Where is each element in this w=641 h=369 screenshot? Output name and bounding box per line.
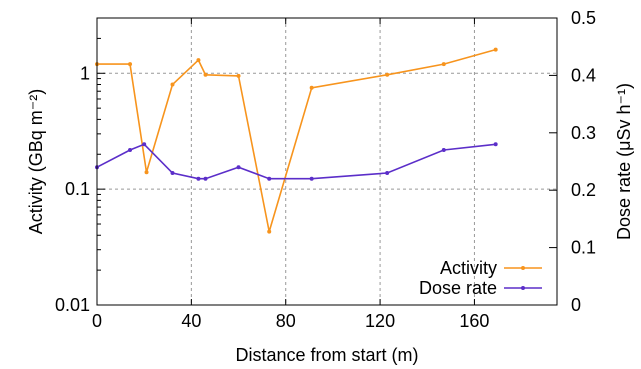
right-y-axis-title: Dose rate (μSv h⁻¹): [614, 83, 634, 240]
series-2-point: [203, 176, 208, 181]
legend-marker: [521, 266, 525, 270]
plot-frame: [96, 17, 558, 306]
right-y-tick-label: 0.3: [571, 123, 596, 143]
series-1-point: [493, 47, 498, 52]
series-2-point: [493, 142, 498, 147]
series-1-point: [128, 62, 133, 67]
series-2-point: [267, 176, 272, 181]
series-1-point: [144, 170, 149, 175]
grid: [97, 18, 557, 305]
series-2-point: [128, 148, 133, 153]
series-2-point: [142, 142, 147, 147]
legend-label: Activity: [440, 258, 497, 278]
right-y-tick-label: 0.2: [571, 180, 596, 200]
series-1-point: [203, 72, 208, 77]
series-1-point: [236, 73, 241, 78]
series-1-point: [385, 72, 390, 77]
series-layer: [95, 47, 498, 234]
left-y-axis-title: Activity (GBq m⁻²): [26, 89, 46, 235]
right-y-tick-label: 0.1: [571, 238, 596, 258]
series-2-point: [196, 176, 201, 181]
series-2-point: [236, 165, 241, 170]
x-axis-title: Distance from start (m): [235, 345, 418, 365]
x-tick-label: 0: [92, 311, 102, 331]
x-tick-label: 160: [459, 311, 489, 331]
series-line-1: [97, 48, 496, 232]
right-y-tick-label: 0.4: [571, 65, 596, 85]
x-tick-label: 120: [365, 311, 395, 331]
series-1-point: [309, 85, 314, 90]
left-y-tick-label: 1: [80, 63, 90, 83]
ticks-layer: 0 40 80 120 160 0.01 0.1 1 0 0.1 0.2 0.3 0.4 0.5: [55, 8, 596, 331]
series-2-point: [385, 170, 390, 175]
x-tick-label: 40: [181, 311, 201, 331]
right-y-tick-label: 0.5: [571, 8, 596, 28]
series-1-point: [267, 229, 272, 234]
left-y-tick-label: 0.1: [65, 179, 90, 199]
series-2-point: [309, 176, 314, 181]
x-tick-label: 80: [276, 311, 296, 331]
series-1-point: [196, 58, 201, 63]
legend-marker: [521, 286, 525, 290]
legend-label: Dose rate: [419, 278, 497, 298]
series-1-point: [441, 62, 446, 67]
series-1-point: [170, 82, 175, 87]
series-line-2: [96, 143, 496, 180]
series-2-point: [170, 170, 175, 175]
series-2-point: [441, 148, 446, 153]
left-y-tick-label: 0.01: [55, 295, 90, 315]
right-y-tick-label: 0: [571, 295, 581, 315]
